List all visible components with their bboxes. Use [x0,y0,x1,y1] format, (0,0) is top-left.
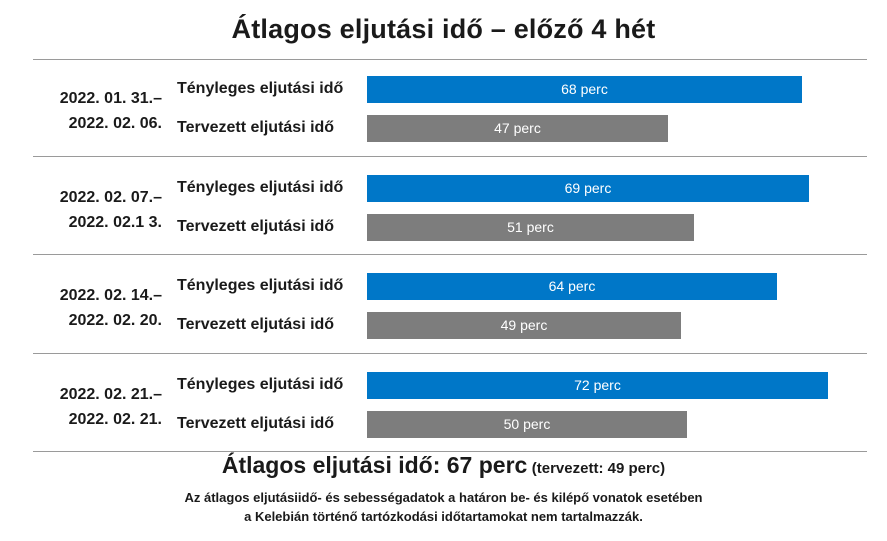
divider-group [33,352,867,354]
planned-time-label: Tervezett eljutási idő [177,414,335,432]
planned-time-bar: 49 perc [367,312,681,339]
period-label: 2022. 01. 31.– 2022. 02. 06. [22,86,162,136]
footnote-line-1: Az átlagos eljutásiidő- és sebességadato… [184,490,703,505]
period-start: 2022. 02. 07.– [59,188,162,206]
period-label: 2022. 02. 21.– 2022. 02. 21. [22,382,162,432]
planned-time-bar: 50 perc [367,410,687,438]
footnote: Az átlagos eljutásiidő- és sebességadato… [0,488,887,526]
actual-time-label: Tényleges eljutási idő [177,375,344,393]
summary: Átlagos eljutási idő: 67 perc (tervezett… [0,452,887,479]
period-start: 2022. 02. 14.– [59,287,162,304]
period-end: 2022. 02. 20. [68,312,162,329]
actual-time-label: Tényleges eljutási idő [177,178,344,196]
divider-bottom [33,451,867,452]
period-end: 2022. 02.1 3. [68,213,162,231]
planned-time-bar: 47 perc [367,115,668,142]
planned-time-bar: 51 perc [367,213,694,241]
divider-top [33,59,867,60]
chart-title: Átlagos eljutási idő – előző 4 hét [231,14,656,44]
planned-time-label: Tervezett eljutási idő [177,119,335,136]
planned-time-label: Tervezett eljutási idő [177,217,335,235]
period-end: 2022. 02. 06. [68,115,162,132]
period-start: 2022. 02. 21.– [59,385,162,403]
period-label: 2022. 02. 14.– 2022. 02. 20. [22,283,162,333]
actual-time-bar: 68 perc [367,76,802,103]
planned-time-label: Tervezett eljutási idő [177,316,335,333]
actual-time-bar: 72 perc [367,371,828,399]
divider-group [33,254,867,255]
period-label: 2022. 02. 07.– 2022. 02.1 3. [22,185,162,235]
summary-main: Átlagos eljutási idő: 67 perc [221,452,528,478]
period-start: 2022. 01. 31.– [59,90,162,107]
period-end: 2022. 02. 21. [68,410,162,428]
actual-time-label: Tényleges eljutási idő [177,80,344,97]
actual-time-bar: 69 perc [367,174,809,202]
actual-time-label: Tényleges eljutási idő [177,277,344,294]
actual-time-bar: 64 perc [367,273,777,300]
footnote-line-2: a Kelebián történő tartózkodási időtarta… [244,509,643,524]
divider-group [33,155,867,157]
summary-sub: (tervezett: 49 perc) [531,460,666,477]
